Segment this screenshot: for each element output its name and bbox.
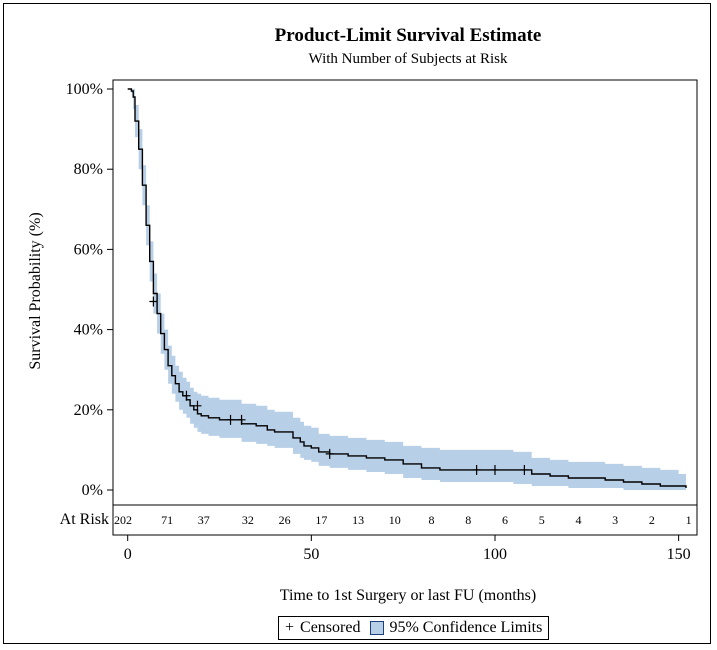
confidence-band-swatch-icon [370, 621, 385, 635]
censor-mark-4 [237, 414, 246, 425]
at-risk-count-3: 32 [242, 513, 254, 527]
censor-mark-1 [182, 390, 191, 401]
at-risk-count-15: 1 [686, 513, 692, 527]
censored-marker-icon: + [285, 619, 295, 636]
at-risk-label: At Risk [60, 511, 109, 528]
plot-area-border [112, 79, 698, 536]
y-tick-label-20: 20% [74, 402, 103, 419]
y-tick-label-80: 80% [74, 161, 103, 178]
chart-subtitle: With Number of Subjects at Risk [309, 51, 508, 67]
at-risk-count-1: 71 [161, 513, 173, 527]
censor-mark-0 [149, 296, 158, 307]
x-axis-label: Time to 1st Surgery or last FU (months) [280, 587, 536, 604]
legend: + Censored 95% Confidence Limits [278, 616, 550, 640]
y-tick-label-0: 0% [82, 482, 103, 499]
censor-mark-8 [520, 464, 529, 475]
legend-censored-label: Censored [300, 619, 361, 636]
y-tick-label-40: 40% [74, 322, 103, 339]
censor-mark-5 [325, 448, 334, 459]
at-risk-count-11: 5 [539, 513, 545, 527]
confidence-band [127, 89, 686, 490]
at-risk-count-4: 26 [279, 513, 291, 527]
censor-mark-3 [226, 414, 235, 425]
x-tick-label-50: 50 [303, 546, 319, 563]
at-risk-count-7: 10 [389, 513, 401, 527]
y-axis-label: Survival Probability (%) [27, 212, 44, 369]
at-risk-count-5: 17 [315, 513, 327, 527]
at-risk-count-12: 4 [575, 513, 581, 527]
x-tick-label-150: 150 [667, 546, 691, 563]
survival-line [127, 88, 687, 488]
at-risk-count-2: 37 [198, 513, 210, 527]
censor-mark-7 [490, 464, 499, 475]
at-risk-count-14: 2 [649, 513, 655, 527]
x-tick-label-0: 0 [124, 546, 132, 563]
at-risk-count-0: 202 [114, 513, 132, 527]
at-risk-count-9: 8 [465, 513, 471, 527]
chart-frame [3, 3, 711, 644]
legend-band-label: 95% Confidence Limits [389, 619, 543, 636]
y-tick-label-100: 100% [66, 81, 103, 98]
censor-mark-6 [472, 464, 481, 475]
chart-title: Product-Limit Survival Estimate [275, 25, 542, 46]
x-tick-label-100: 100 [483, 546, 507, 563]
censor-mark-2 [193, 400, 202, 411]
at-risk-count-13: 3 [612, 513, 618, 527]
at-risk-count-10: 6 [502, 513, 508, 527]
at-risk-count-8: 8 [429, 513, 435, 527]
at-risk-count-6: 13 [352, 513, 364, 527]
y-tick-label-60: 60% [74, 241, 103, 258]
